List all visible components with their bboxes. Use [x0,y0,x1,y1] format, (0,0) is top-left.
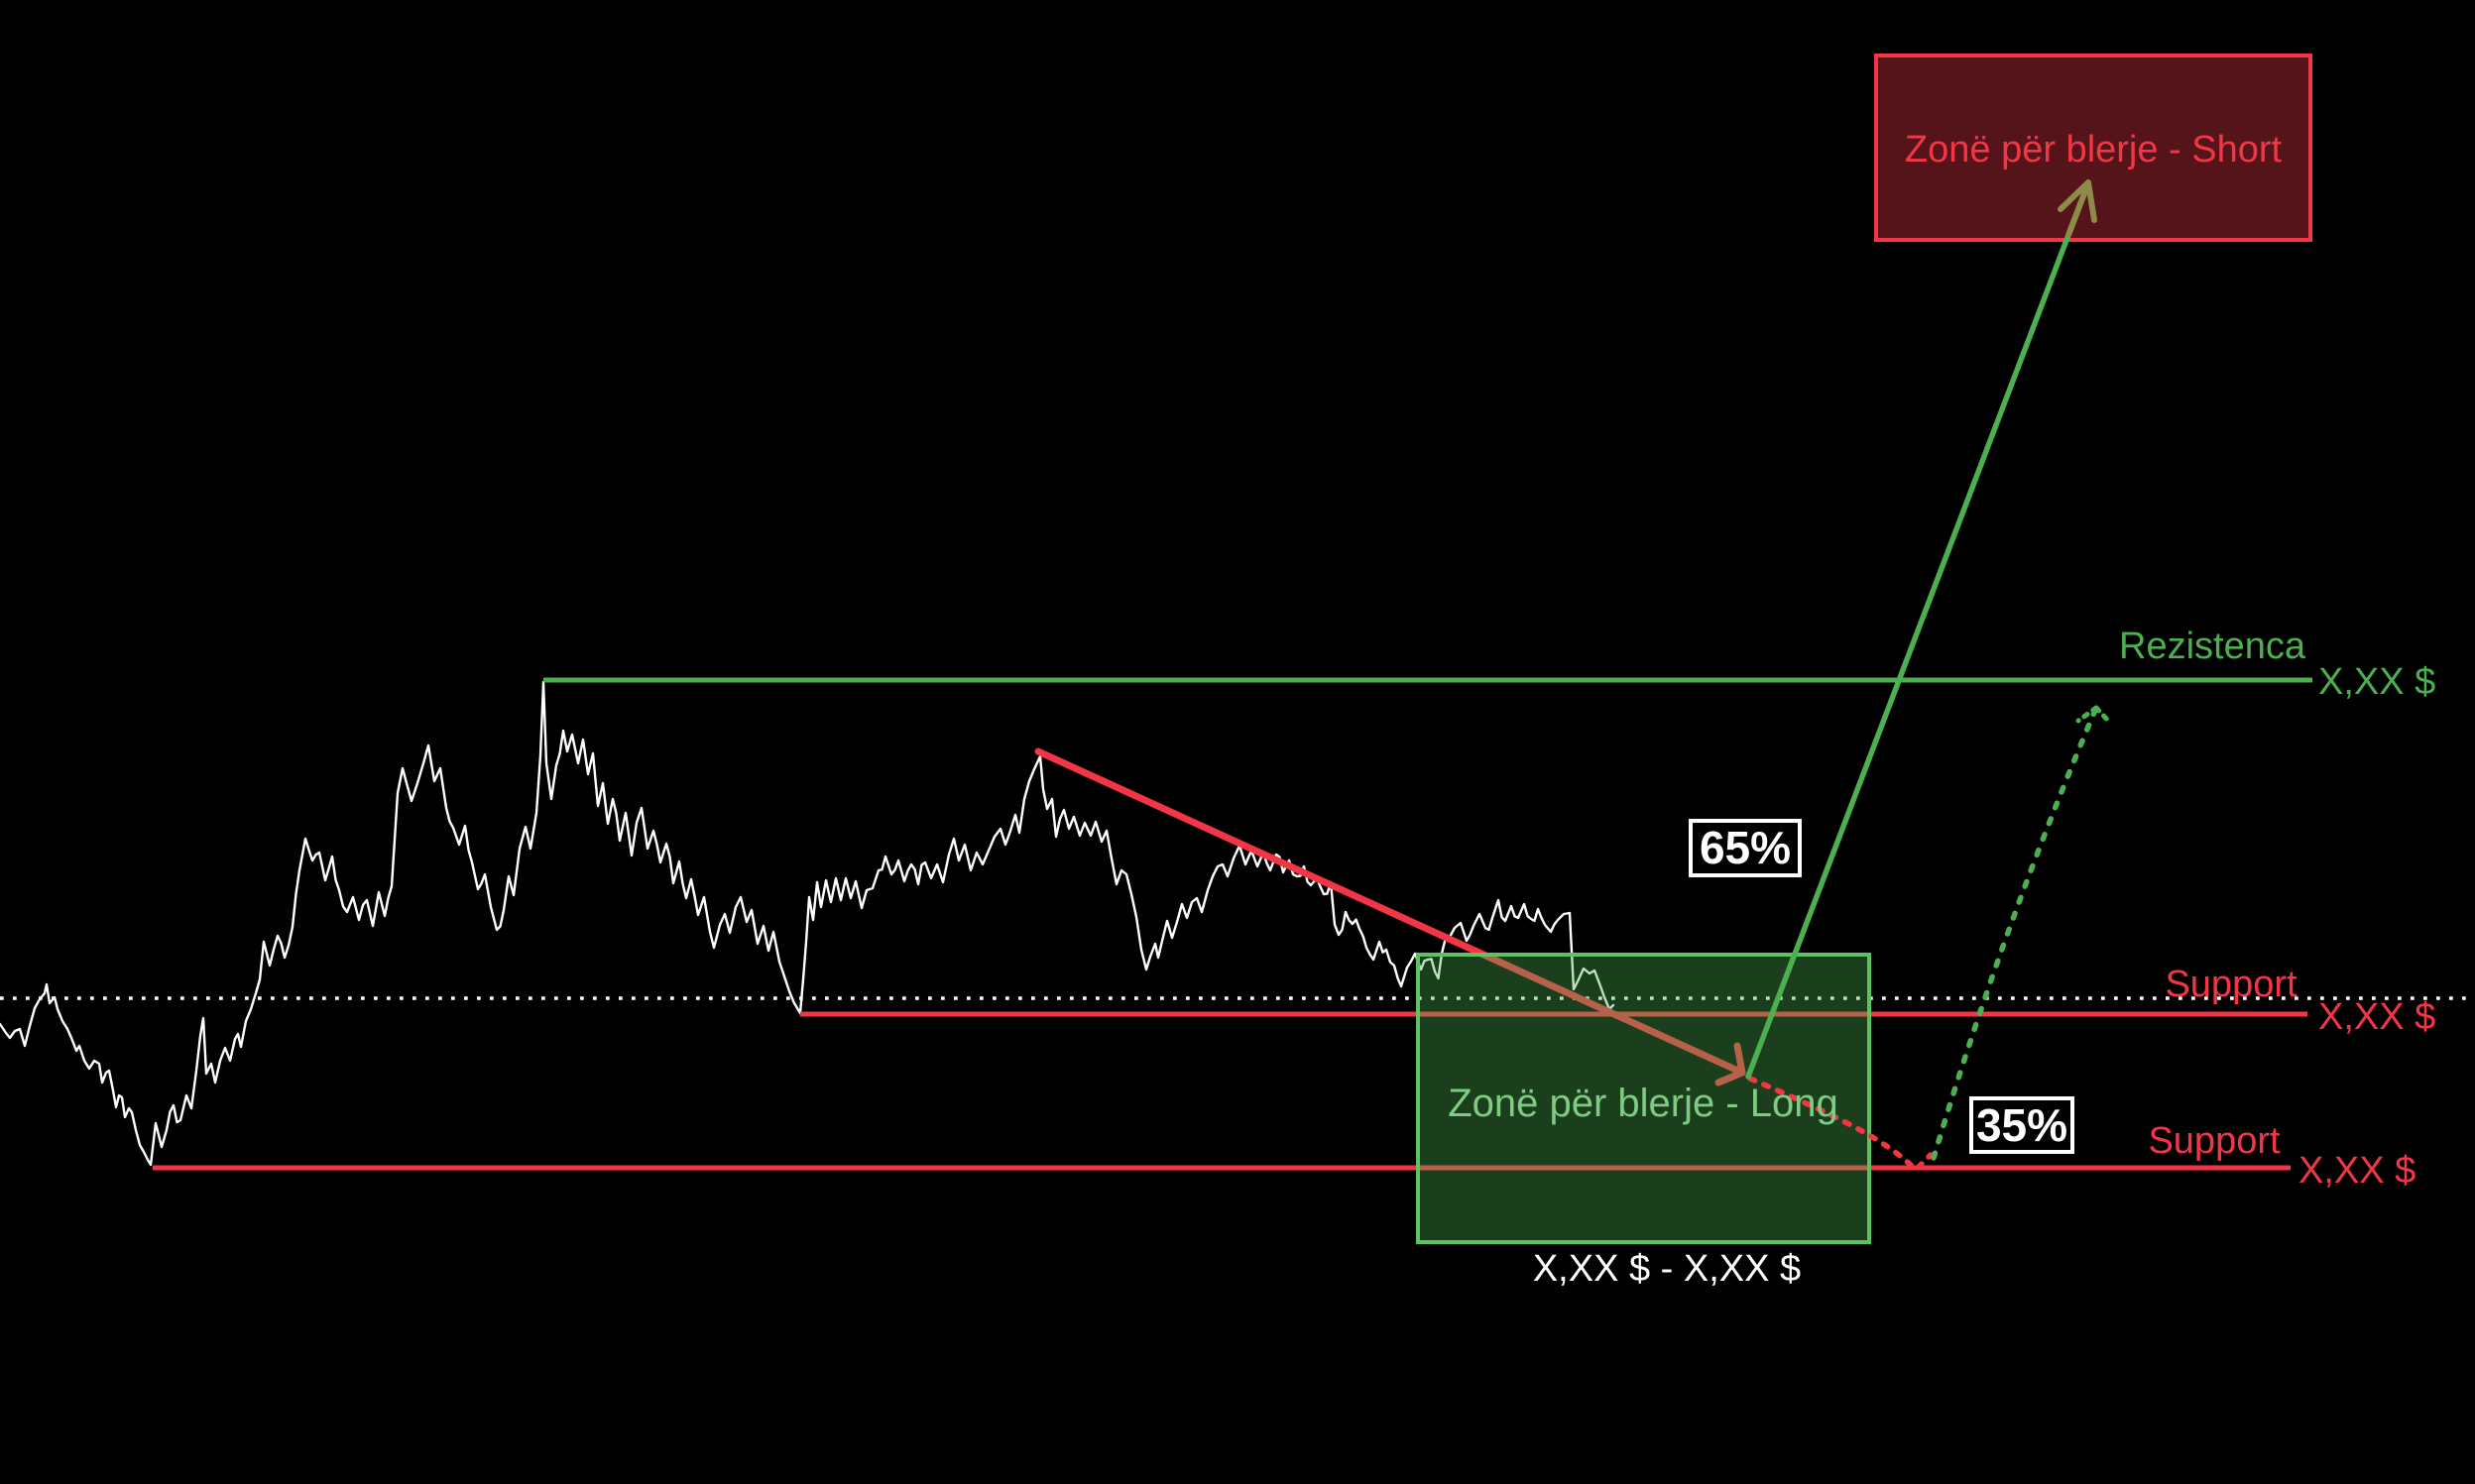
support-upper-price-label: X,XX $ [2318,996,2435,1038]
green-arrow-olive-tip [2058,179,2097,238]
green-dotted-arrowhead [2075,705,2113,726]
price-line [0,680,1615,1167]
red-dotted-projection [1747,1076,1934,1174]
downtrend-arrow-head-1 [1714,1069,1746,1086]
downtrend-arrow-head-0 [1733,1042,1746,1077]
green-solid-arrow-shaft [1745,232,2071,1080]
horizontal-levels-layer [0,677,2475,1171]
probability-35-badge-box [1969,1096,2074,1154]
support-lower-label: Support [2148,1120,2281,1162]
long-zone-price-range-label: X,XX $ - X,XX $ [1533,1248,1801,1290]
probability-35-label: 35% [1976,1099,2067,1151]
trendline-layer [1034,747,1746,1086]
probability-65-badge-box [1689,819,1802,877]
projection-arrows-layer [1745,179,2113,1174]
support-lower-price-label: X,XX $ [2298,1150,2416,1192]
green-dotted-projection [1931,705,2099,1161]
resistance-price-label: X,XX $ [2318,661,2435,703]
support-upper-label: Support [2165,964,2298,1005]
price-line-layer [0,680,1615,1167]
short-zone-title: Zonë për blerje - Short [1905,129,2283,171]
long-zone-title: Zonë për blerje - Long [1448,1082,1838,1125]
probability-65-label: 65% [1700,822,1791,873]
labels-layer: Rezistenca X,XX $ Support X,XX $ Support… [1448,129,2435,1290]
resistance-label: Rezistenca [2119,626,2306,667]
downtrend-arrow [1034,747,1746,1077]
